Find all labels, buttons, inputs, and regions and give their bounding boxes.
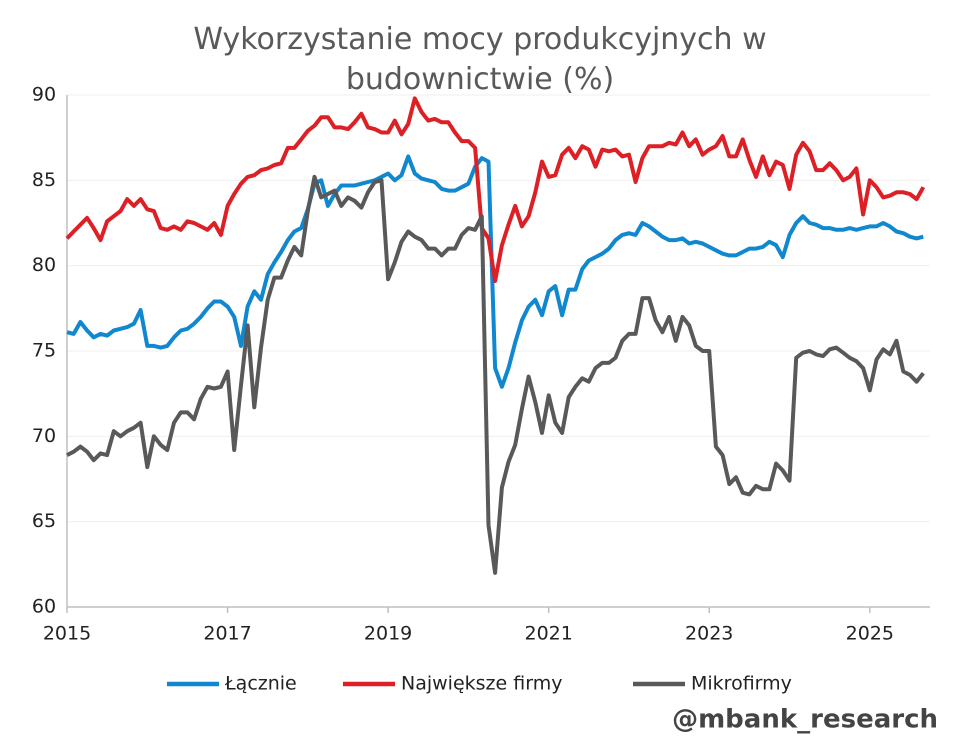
chart-title: Wykorzystanie mocy produkcyjnych w budow… xyxy=(193,22,767,97)
series-line xyxy=(65,96,926,283)
x-tick-label: 2019 xyxy=(364,623,412,645)
y-tick-label: 60 xyxy=(32,596,56,618)
y-tick-label: 80 xyxy=(32,254,56,276)
legend-label: Mikrofirmy xyxy=(691,673,792,695)
legend-label: Łącznie xyxy=(224,673,297,695)
y-tick-label: 90 xyxy=(32,84,56,106)
series-line xyxy=(66,174,925,575)
x-tick-label: 2017 xyxy=(203,623,251,645)
watermark: @mbank_research xyxy=(672,705,938,735)
x-tick-label: 2015 xyxy=(43,623,91,645)
series-line xyxy=(66,154,924,389)
y-tick-label: 75 xyxy=(32,340,56,362)
legend-label: Największe firmy xyxy=(401,673,562,695)
x-tick-label: 2025 xyxy=(846,623,894,645)
x-tick-label: 2021 xyxy=(524,623,572,645)
y-tick-label: 85 xyxy=(32,169,56,191)
y-tick-label: 65 xyxy=(32,510,56,532)
y-tick-label: 70 xyxy=(32,425,56,447)
x-tick-label: 2023 xyxy=(685,623,733,645)
